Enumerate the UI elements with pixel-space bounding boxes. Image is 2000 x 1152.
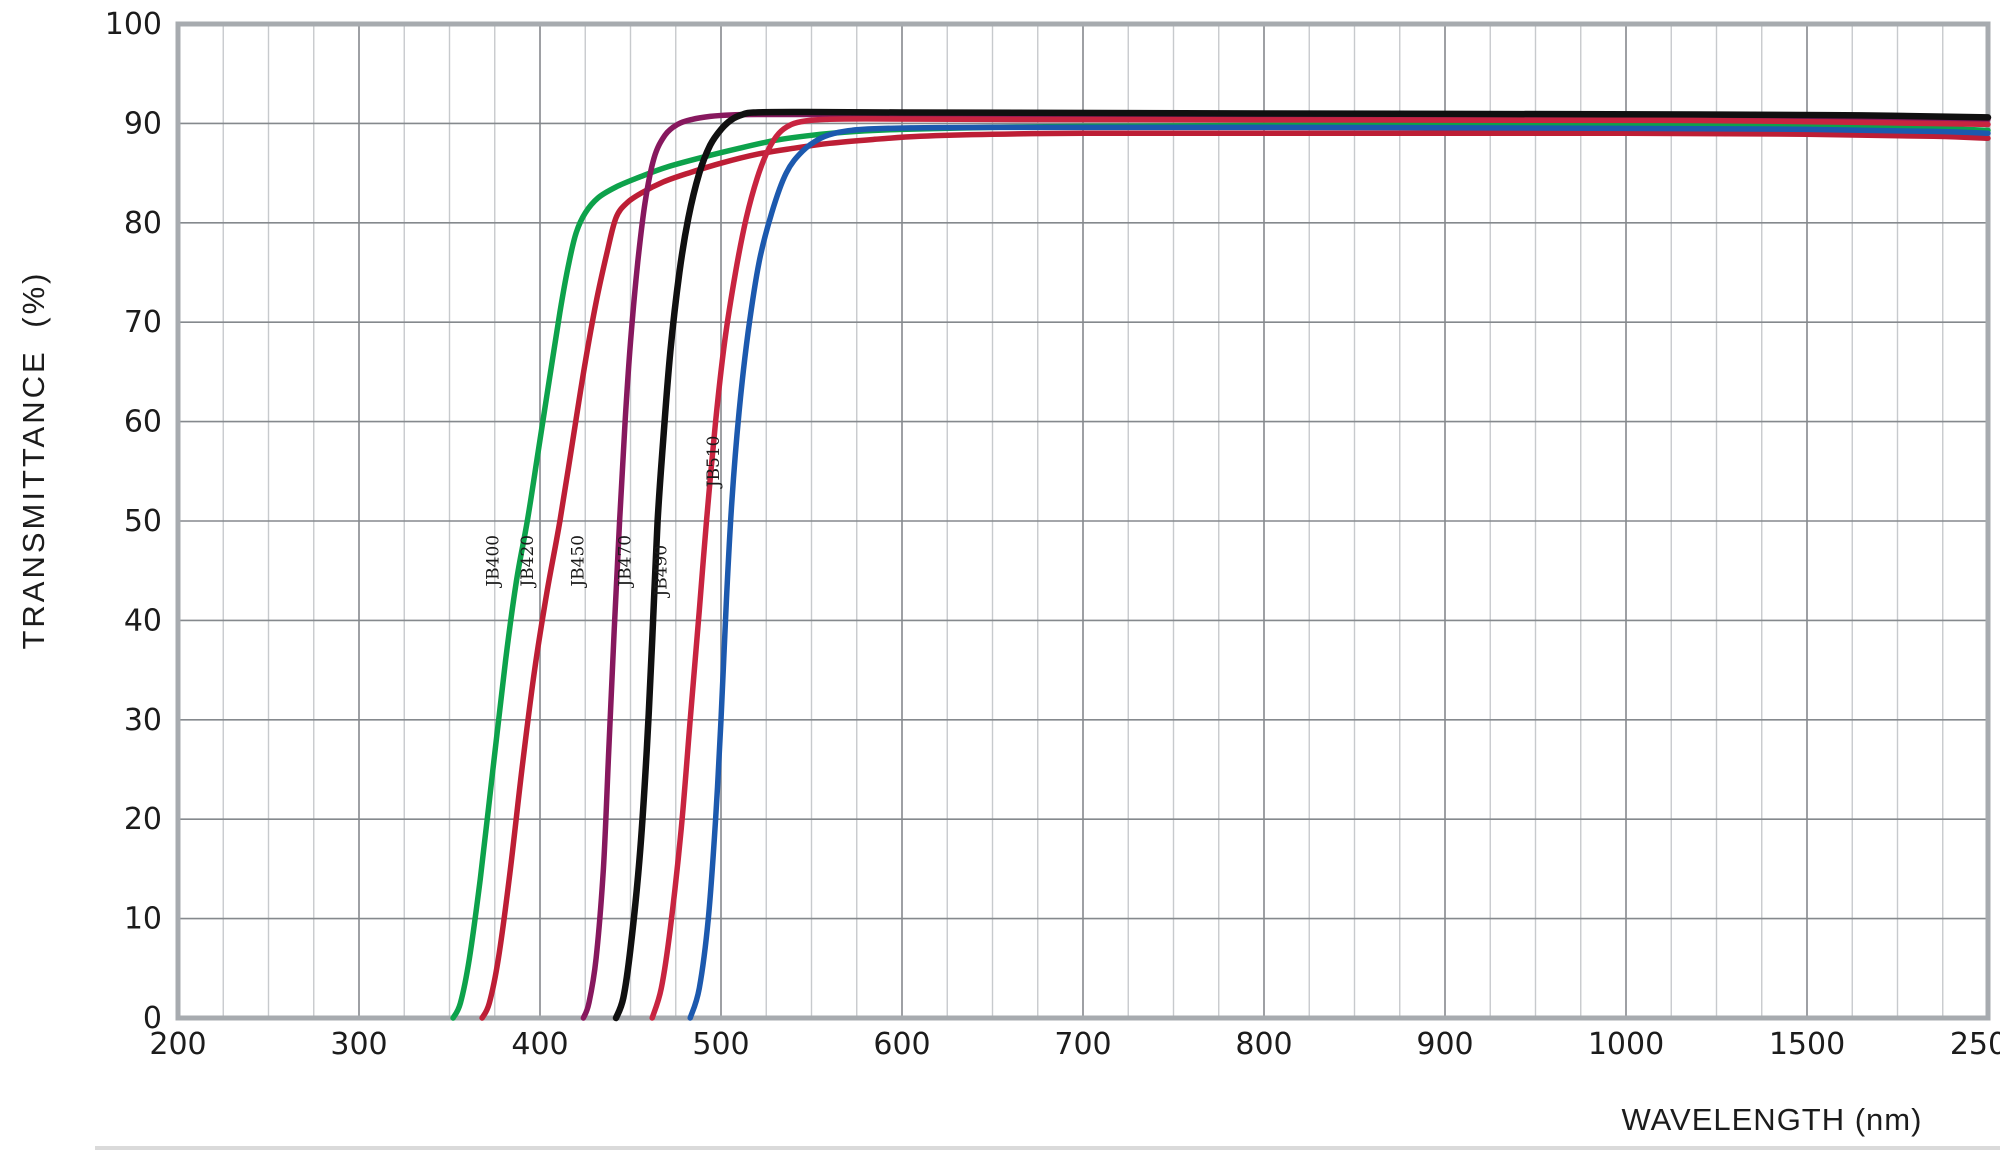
x-tick-label: 600 xyxy=(873,1027,930,1062)
x-tick-label: 1500 xyxy=(1769,1027,1845,1062)
curve-label-JB490: JB490 xyxy=(652,545,672,599)
curve-JB420 xyxy=(479,130,1991,1021)
y-tick-label: 50 xyxy=(124,504,162,539)
y-tick-label: 70 xyxy=(124,305,162,340)
curve-label-JB470: JB470 xyxy=(616,535,636,589)
curve-JB490 xyxy=(649,116,1991,1021)
y-axis-title: TRANSMITTANCE (%) xyxy=(16,270,51,650)
curve-label-JB510: JB510 xyxy=(704,436,724,490)
x-tick-label: 500 xyxy=(692,1027,749,1062)
curve-labels: JB400 JB420 JB450 JB470 JB490 JB510 xyxy=(483,436,724,599)
x-tick-label: 300 xyxy=(330,1027,387,1062)
curve-label-JB450: JB450 xyxy=(568,535,588,589)
y-tick-label: 20 xyxy=(124,802,162,837)
y-tick-label: 0 xyxy=(143,1001,162,1036)
y-tick-label: 40 xyxy=(124,603,162,638)
x-tick-label: 1000 xyxy=(1588,1027,1664,1062)
curve-label-JB400: JB400 xyxy=(483,535,503,589)
y-tick-label: 60 xyxy=(124,405,162,440)
y-tick-label: 100 xyxy=(105,7,162,42)
bottom-edge-divider xyxy=(95,1146,2000,1150)
y-tick-label: 80 xyxy=(124,206,162,241)
plot-frame xyxy=(175,21,1991,1021)
filter-curves xyxy=(450,108,1992,1022)
curve-JB470 xyxy=(612,108,1992,1022)
y-tick-label: 90 xyxy=(124,106,162,141)
plot-border xyxy=(175,21,1991,1021)
y-axis-tick-labels: 0 10 20 30 40 50 60 70 80 90 100 xyxy=(105,7,162,1036)
curve-label-JB420: JB420 xyxy=(518,535,538,589)
y-tick-label: 10 xyxy=(124,902,162,937)
x-tick-label: 400 xyxy=(511,1027,568,1062)
y-tick-label: 30 xyxy=(124,703,162,738)
x-tick-label: 900 xyxy=(1416,1027,1473,1062)
x-axis-title: WAVELENGTH (nm) xyxy=(1621,1102,1923,1137)
x-tick-label: 800 xyxy=(1235,1027,1292,1062)
x-tick-label: 200 xyxy=(149,1027,206,1062)
x-tick-label: 700 xyxy=(1054,1027,1111,1062)
curve-JB450 xyxy=(580,111,1991,1021)
curve-JB510 xyxy=(687,124,1991,1021)
